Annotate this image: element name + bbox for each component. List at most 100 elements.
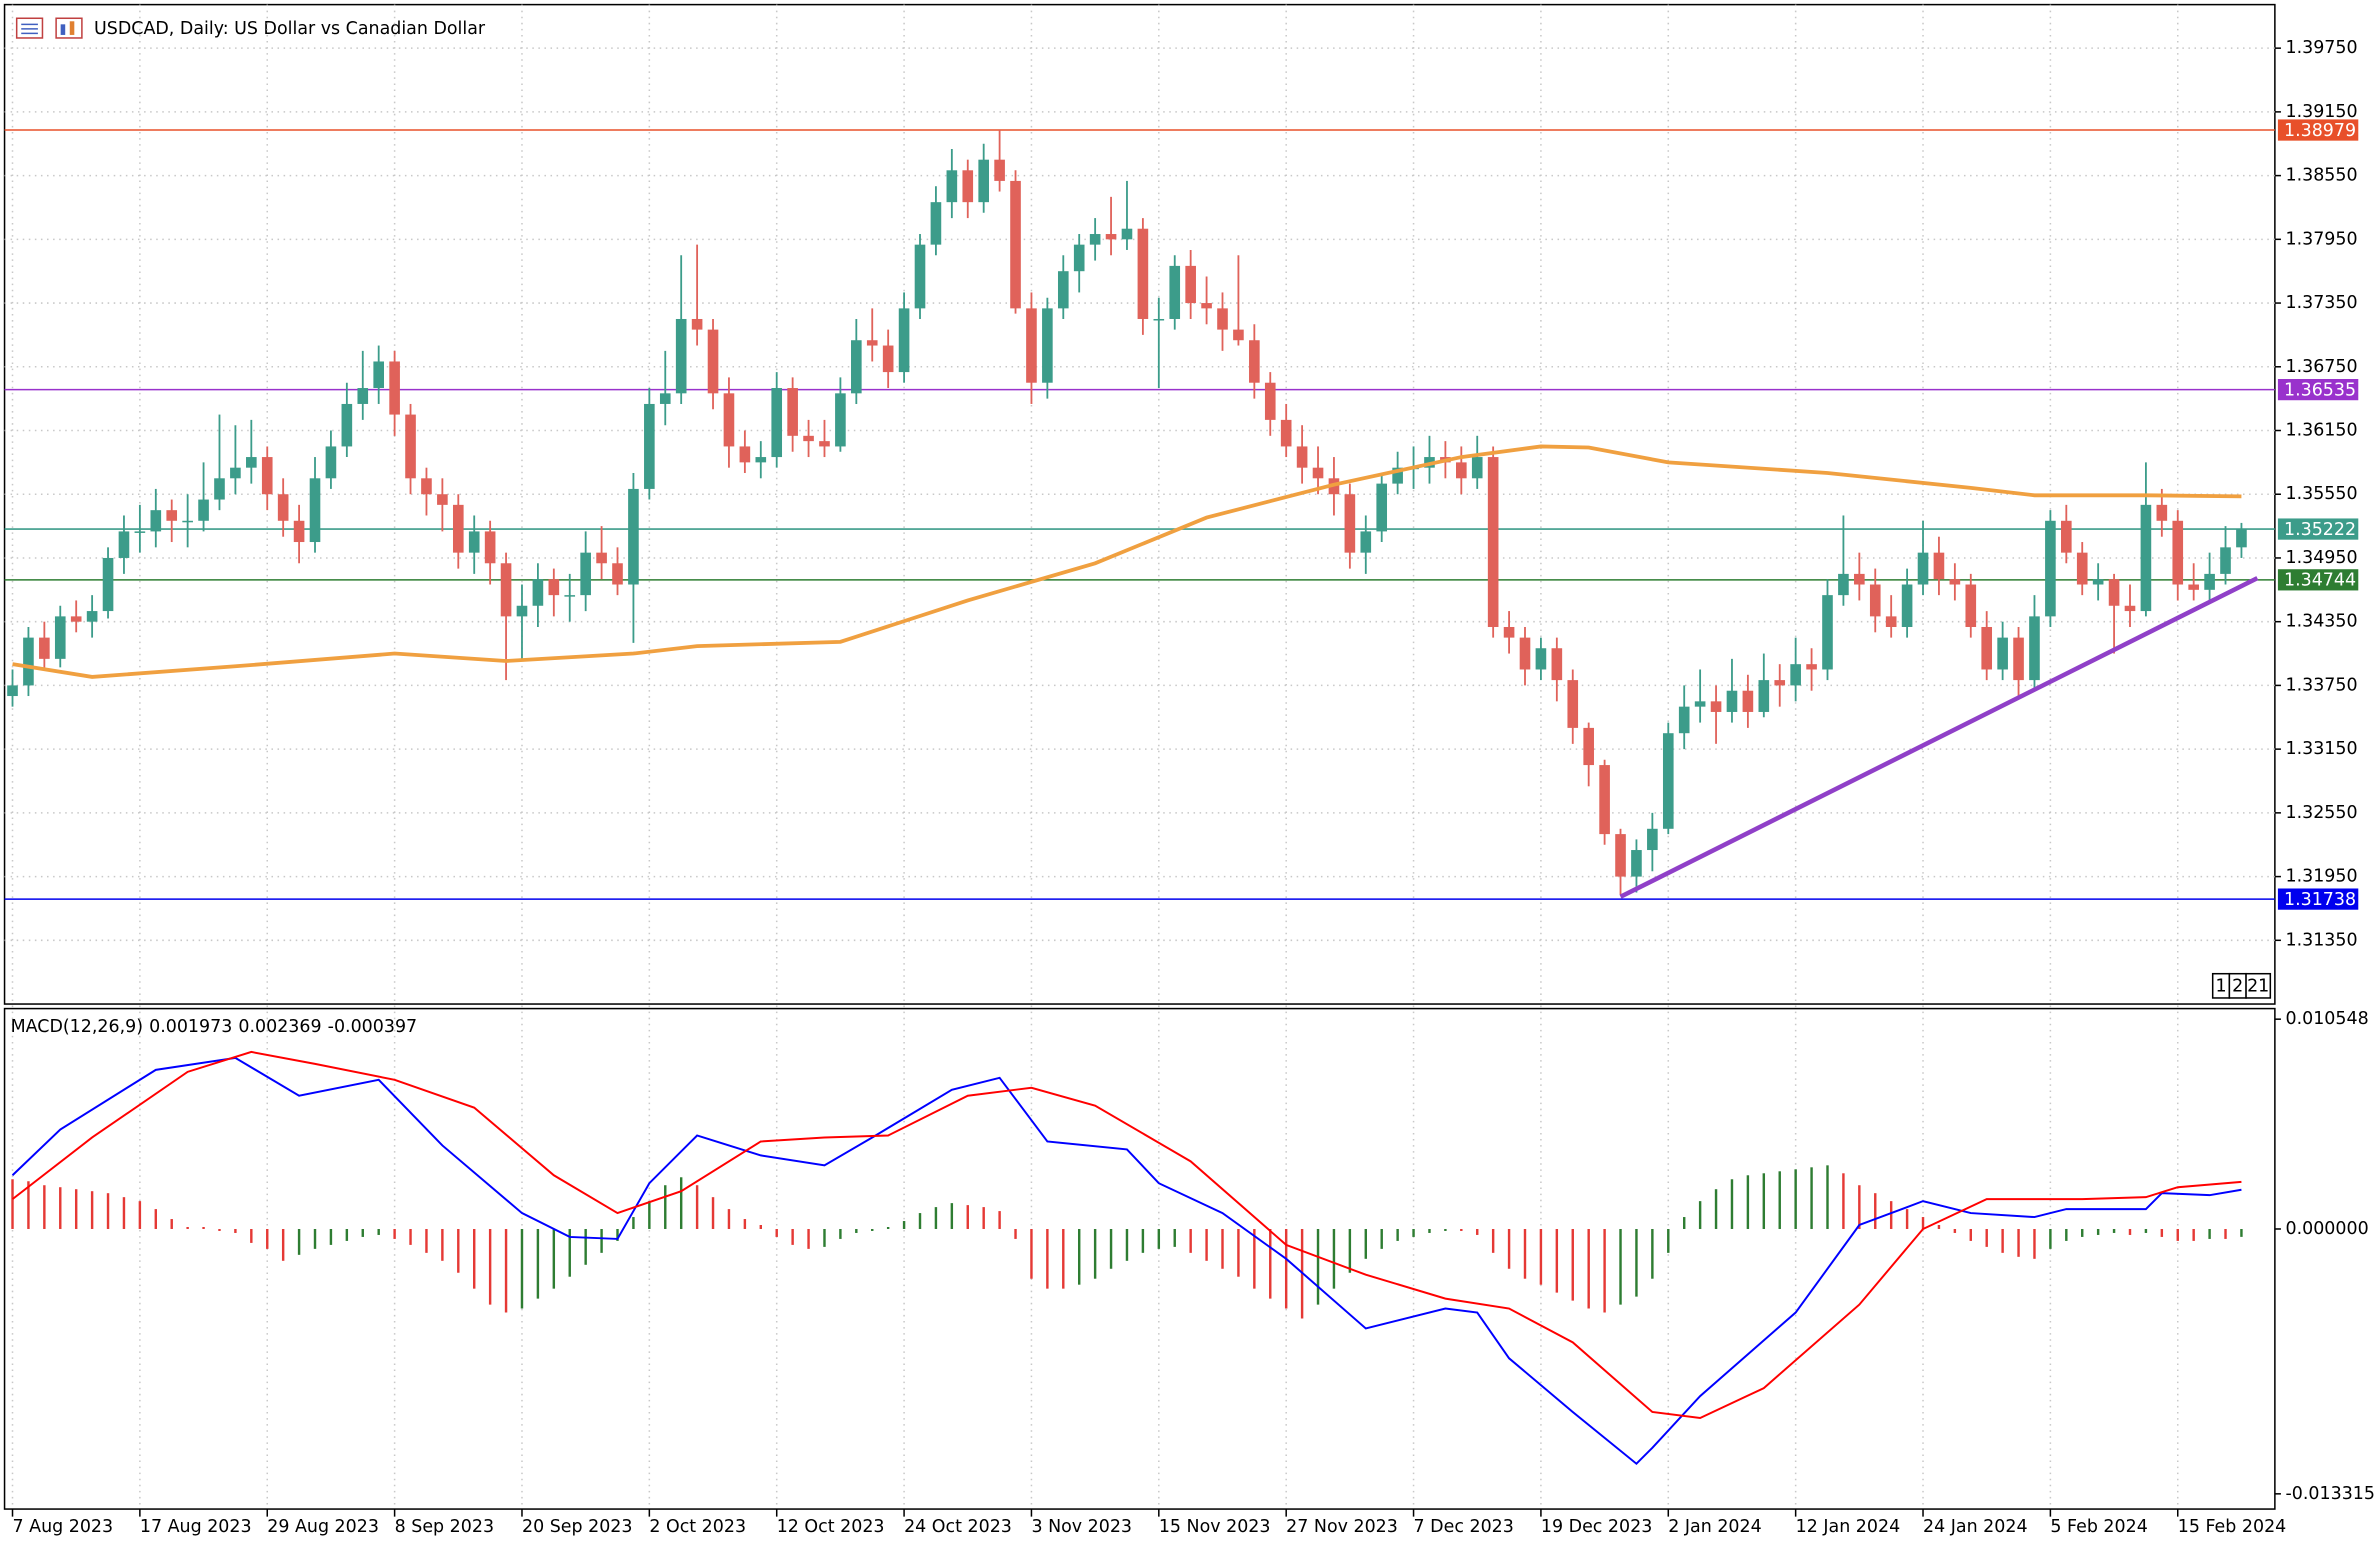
candle-body [2140, 504, 2152, 612]
candle-body [866, 340, 878, 346]
candle-body [930, 202, 942, 245]
candle-body [293, 520, 305, 543]
zoom-button[interactable] [2245, 972, 2272, 999]
candle-body [1487, 457, 1499, 627]
x-tick-label: 5 Feb 2024 [2050, 1517, 2147, 1537]
price-badge [2277, 888, 2359, 910]
icon-bar [60, 24, 66, 35]
candle-body [1264, 382, 1276, 420]
candle-body [1838, 573, 1849, 596]
candle-body [2172, 520, 2184, 585]
y-tick-label: 1.39750 [2285, 38, 2357, 58]
candle-body [1854, 573, 1865, 585]
y-tick-label: 1.34350 [2285, 612, 2357, 632]
price-badge [2277, 569, 2359, 591]
candle-body [182, 520, 193, 523]
candle-body [198, 499, 209, 521]
y-tick-label: 1.34950 [2285, 548, 2357, 568]
candle-body [946, 170, 958, 203]
macd-value: -0.000397 [328, 1017, 418, 1037]
y-tick-label: 1.33150 [2285, 739, 2357, 759]
candle-body [1949, 579, 1961, 585]
candle-body [628, 488, 639, 585]
x-tick-label: 29 Aug 2023 [267, 1517, 379, 1537]
icon-chart[interactable] [55, 17, 83, 39]
candle-body [994, 159, 1005, 181]
candle-body [1965, 584, 1977, 627]
candle-body [1169, 265, 1181, 319]
candle-body [1026, 308, 1037, 383]
candle-body [882, 345, 894, 373]
x-tick-label: 7 Dec 2023 [1414, 1517, 1514, 1537]
candle-body [1567, 680, 1579, 728]
y-tick-label: 1.32550 [2285, 803, 2357, 823]
candle-body [1376, 483, 1388, 532]
price-badge [2277, 119, 2359, 141]
candle-body [2204, 573, 2215, 590]
candle-body [1678, 706, 1690, 734]
candle-body [644, 403, 655, 489]
x-tick-label: 2 Oct 2023 [649, 1517, 746, 1537]
candle-body [1360, 531, 1372, 553]
y-tick-label: -0.013315 [2285, 1484, 2375, 1504]
x-tick-label: 2 Jan 2024 [1668, 1517, 1761, 1537]
candle-body [1535, 648, 1547, 670]
candle-body [755, 457, 767, 463]
candle-body [373, 361, 384, 389]
x-tick-label: 3 Nov 2023 [1031, 1517, 1132, 1537]
candle-body [1121, 228, 1133, 240]
candle-body [580, 552, 591, 596]
candle-body [118, 531, 130, 558]
x-tick-label: 15 Nov 2023 [1159, 1517, 1271, 1537]
candle-body [1519, 637, 1531, 670]
candle-body [246, 457, 257, 468]
candle-body [1010, 180, 1021, 309]
moving-average [12, 444, 2242, 679]
x-tick-label: 12 Jan 2024 [1796, 1517, 1901, 1537]
candle-body [1997, 637, 2008, 670]
candle-body [564, 595, 576, 597]
candle-body [166, 510, 178, 521]
candle-body [1312, 467, 1324, 479]
y-tick-label: 1.37350 [2285, 293, 2357, 313]
candle-body [150, 510, 162, 532]
candle-body [1742, 690, 1754, 712]
candle-body [1233, 329, 1244, 341]
candle-body [1615, 834, 1626, 877]
candle-body [86, 611, 98, 622]
candle-body [230, 467, 241, 479]
candle-body [1089, 234, 1101, 245]
trendline [1619, 576, 2259, 899]
candle-body [1933, 552, 1945, 580]
candle-body [1280, 419, 1292, 447]
candle-body [659, 393, 671, 404]
candle-body [1456, 462, 1467, 479]
x-tick-label: 15 Feb 2024 [2178, 1517, 2287, 1537]
y-tick-label: 1.36750 [2285, 357, 2357, 377]
candle-body [596, 552, 607, 564]
candle-body [1806, 664, 1817, 670]
candle-body [2045, 520, 2056, 617]
macd-line [11, 1056, 2242, 1466]
price-badge-label: 1.34744 [2284, 571, 2356, 591]
zoom-button-label[interactable]: 21 [2247, 977, 2269, 997]
zoom-button-label[interactable]: 2 [2232, 977, 2243, 997]
plot-layer: 1.39750 1.39150 1.38550 1.37950 1.37350 1.367… [4, 4, 2375, 1537]
x-tick-label: 20 Sep 2023 [522, 1517, 633, 1537]
macd-line [11, 1050, 2242, 1419]
candle-body [1758, 680, 1770, 712]
candle-body [2092, 579, 2104, 585]
candle-body [1583, 727, 1594, 766]
zoom-button-label[interactable]: 1 [2215, 977, 2226, 997]
candle-body [1551, 648, 1563, 681]
candle-body [548, 579, 560, 596]
icon-bar [69, 21, 75, 35]
candle-body [2108, 579, 2120, 606]
header-icons[interactable] [15, 17, 83, 39]
candle-body [1647, 828, 1658, 851]
candle-body [325, 446, 337, 479]
candle-body [405, 414, 416, 479]
candle-body [261, 457, 273, 495]
candle-body [851, 340, 862, 394]
